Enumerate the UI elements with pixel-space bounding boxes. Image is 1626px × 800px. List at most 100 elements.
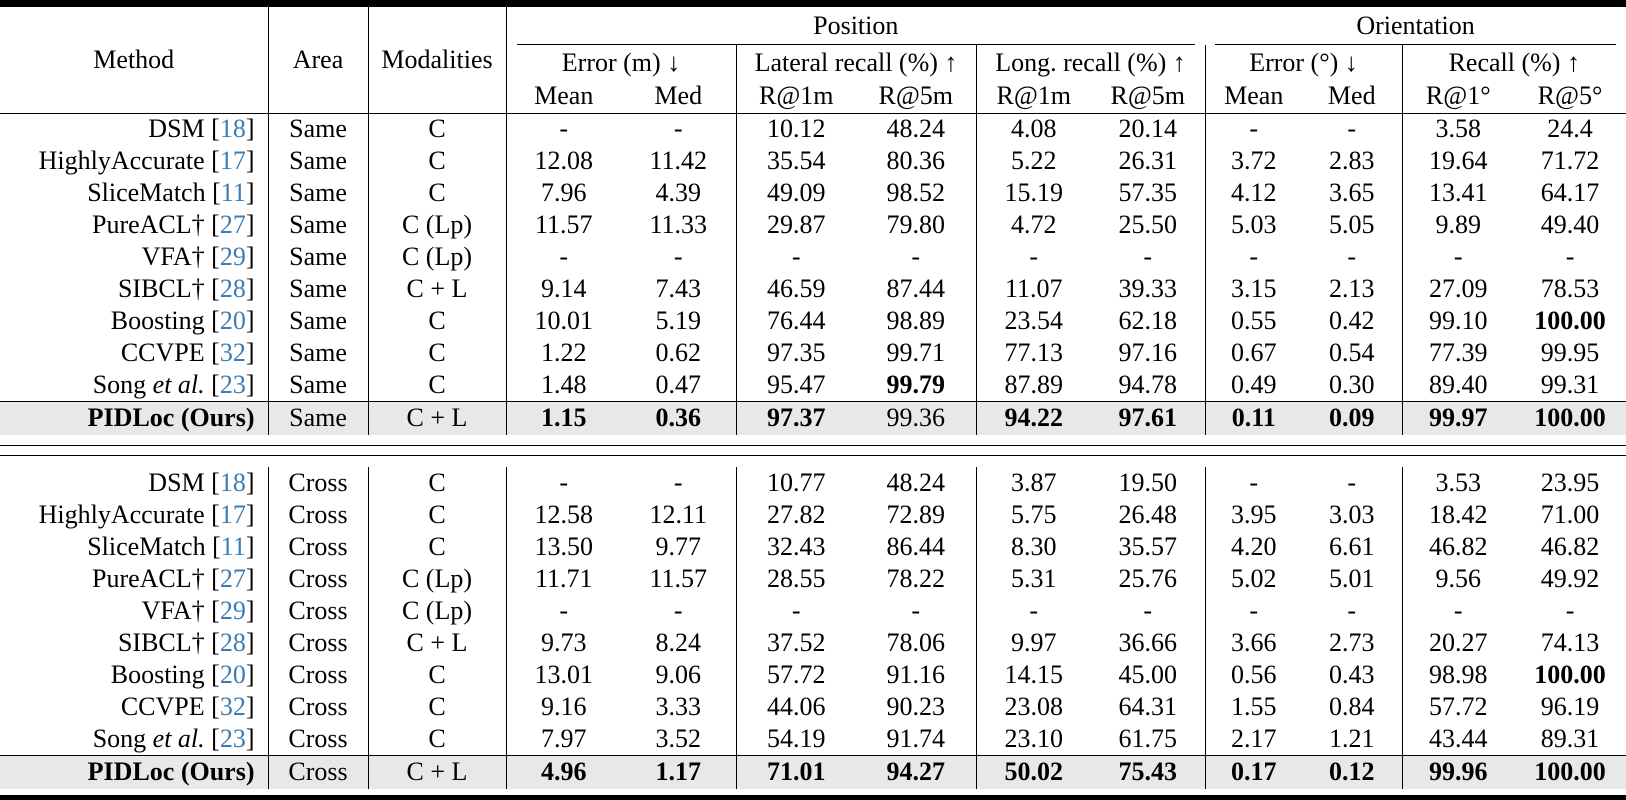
value-cell: - [621, 467, 737, 499]
value-cell: 19.50 [1091, 467, 1206, 499]
value-cell: - [1453, 596, 1463, 625]
value-cell: - [559, 468, 569, 497]
value-cell: 35.57 [1091, 531, 1206, 563]
value-cell: 4.39 [621, 177, 737, 209]
value-cell: 3.15 [1231, 274, 1277, 303]
table-row: PIDLoc (Ours) Same C + L 1.15 0.36 97.37 99.36… [0, 400, 1626, 435]
method-name: SIBCL† [117, 274, 205, 303]
double-rule [0, 445, 1626, 456]
method-name: PIDLoc (Ours) [87, 403, 255, 433]
method-cell: PureACL† [27] [0, 209, 269, 241]
value-cell: 0.17 [1205, 754, 1302, 789]
method-name: PIDLoc (Ours) [87, 757, 255, 787]
modalities-cell: C [368, 113, 507, 145]
value-cell: 91.74 [856, 723, 977, 755]
value-cell: 44.06 [767, 692, 826, 721]
value-cell: 3.72 [1231, 146, 1277, 175]
citation-link[interactable]: 17 [219, 500, 246, 529]
method-name: SliceMatch [87, 178, 206, 207]
method-name: CCVPE [120, 338, 205, 367]
method-cell: CCVPE [32] [0, 337, 269, 369]
col-header-area: Area [268, 3, 369, 113]
modalities-cell: C [368, 177, 507, 209]
area-cell: Cross [268, 563, 369, 595]
method-name: PureACL† [91, 564, 205, 593]
value-cell: 0.09 [1302, 400, 1403, 435]
value-cell: 4.20 [1231, 532, 1277, 561]
value-cell: 0.12 [1302, 754, 1403, 789]
value-cell: 0.54 [1302, 337, 1403, 369]
citation-link[interactable]: 23 [219, 723, 246, 753]
method-name: Boosting [110, 306, 205, 335]
citation-link[interactable]: 32 [219, 692, 246, 721]
value-cell: - [1091, 595, 1206, 627]
value-cell: 0.36 [621, 400, 737, 435]
value-cell: - [1249, 114, 1259, 144]
citation-link[interactable]: 32 [219, 338, 246, 367]
citation-link[interactable]: 23 [219, 369, 246, 399]
citation-link[interactable]: 29 [219, 242, 246, 271]
value-cell: 0.30 [1302, 369, 1403, 401]
citation-link[interactable]: 29 [219, 596, 246, 625]
method-cell: Boosting [20] [0, 659, 269, 691]
value-cell: 7.96 [541, 178, 587, 207]
value-cell: 27.82 [767, 500, 826, 529]
value-cell: 10.01 [534, 306, 594, 335]
value-cell: 97.61 [1091, 400, 1206, 435]
method-name: Song [92, 369, 153, 399]
col-header-long-r5m: R@5m [1091, 80, 1206, 113]
method-name-etal: et al. [152, 723, 205, 753]
modalities-cell: C + L [368, 627, 507, 659]
value-cell: 3.52 [621, 723, 737, 755]
citation-link[interactable]: 18 [219, 114, 246, 144]
citation-link[interactable]: 20 [219, 660, 246, 689]
citation-link[interactable]: 11 [220, 532, 246, 561]
value-cell: - [559, 596, 569, 625]
modalities-cell: C [368, 369, 507, 401]
value-cell: 5.22 [1011, 146, 1057, 175]
modalities-cell: C [368, 723, 507, 755]
value-cell: 1.15 [506, 400, 621, 435]
citation-link[interactable]: 28 [219, 274, 246, 303]
modalities-cell: C [368, 499, 507, 531]
value-cell: 9.97 [1011, 628, 1057, 657]
value-cell: - [1302, 113, 1403, 145]
value-cell: 1.21 [1302, 723, 1403, 755]
area-cell: Same [268, 369, 369, 401]
value-cell: 71.01 [736, 754, 856, 789]
table-row: Song et al. [23] Cross C 7.97 3.52 54.19 91.74… [0, 723, 1626, 755]
method-name: PureACL† [91, 210, 205, 239]
value-cell: 1.17 [621, 754, 737, 789]
value-cell: 24.4 [1547, 114, 1593, 144]
modalities-cell: C [368, 659, 507, 691]
subgroup-header-row: Error (m) ↓ Lateral recall (%) ↑ Long. r… [0, 45, 1626, 80]
value-cell: 89.31 [1540, 723, 1600, 753]
area-cell: Same [268, 400, 369, 435]
value-cell: 5.03 [1231, 210, 1277, 239]
citation-link[interactable]: 11 [220, 178, 246, 207]
method-name: Song [92, 723, 153, 753]
col-header-lat-r1m: R@1m [758, 81, 834, 111]
value-cell: 49.40 [1540, 210, 1600, 239]
citation-link[interactable]: 27 [219, 210, 246, 239]
method-name: VFA† [141, 242, 205, 271]
area-cell: Same [268, 337, 369, 369]
table-row: Boosting [20] Cross C 13.01 9.06 57.72 91.16 14… [0, 659, 1626, 691]
method-cell: SliceMatch [11] [0, 531, 269, 563]
value-cell: 50.02 [976, 754, 1091, 789]
value-cell: - [1302, 595, 1403, 627]
value-cell: 8.24 [621, 627, 737, 659]
value-cell: 95.47 [767, 369, 826, 399]
table-row: CCVPE [32] Cross C 9.16 3.33 44.06 90.23 23.08 6… [0, 691, 1626, 723]
citation-link[interactable]: 20 [219, 306, 246, 335]
value-cell: - [559, 114, 569, 144]
value-cell: 5.01 [1302, 563, 1403, 595]
citation-link[interactable]: 17 [219, 146, 246, 175]
section-separator [0, 435, 1626, 467]
value-cell: 99.96 [1402, 754, 1514, 789]
citation-link[interactable]: 18 [219, 468, 246, 497]
citation-link[interactable]: 27 [219, 564, 246, 593]
area-cell: Same [268, 209, 369, 241]
value-cell: 9.77 [621, 531, 737, 563]
citation-link[interactable]: 28 [219, 628, 246, 657]
